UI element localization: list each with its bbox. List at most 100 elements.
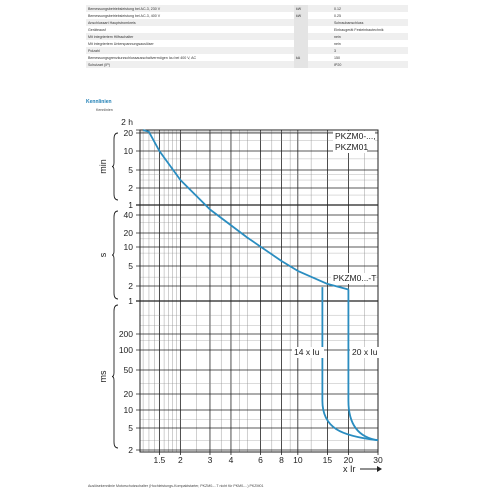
spec-blank (230, 47, 294, 54)
y-group-label: ms (98, 370, 108, 382)
spec-value: 3 (332, 47, 408, 54)
x-tick-label: 10 (293, 455, 303, 465)
spec-unit (294, 19, 308, 26)
spec-label: Schutzart (IP) (86, 61, 230, 68)
axis-group-brace (111, 304, 119, 449)
spec-value: IP20 (332, 61, 408, 68)
y-tick-label: 20 (124, 389, 134, 399)
x-tick-label: 1.5 (153, 455, 165, 465)
spec-table: Bemessungsbetriebsleistung bei AC-3, 230… (86, 5, 408, 68)
series-20xiu (347, 289, 379, 442)
chart-annotation: 20 x Iu (352, 347, 378, 357)
spec-unit (294, 47, 308, 54)
x-axis-label: x Ir (343, 464, 356, 474)
spec-unit (294, 61, 308, 68)
spec-sep (308, 19, 332, 26)
spec-row: Bemessungsbetriebsleistung bei AC-3, 400… (86, 12, 408, 19)
y-tick-label: 200 (119, 329, 133, 339)
spec-blank (230, 61, 294, 68)
axis-group-brace (111, 210, 119, 300)
x-axis-arrowhead (377, 466, 382, 472)
y-tick-label: 2 (128, 281, 133, 291)
y-tick-label: 20 (124, 228, 134, 238)
spec-unit: kA (294, 54, 308, 61)
spec-sep (308, 33, 332, 40)
y-tick-label: 40 (124, 210, 134, 220)
y-tick-label: 20 (124, 128, 134, 138)
spec-row: Anschlussart Hauptstromkreis Schraubansch… (86, 19, 408, 26)
y-tick-label: 50 (124, 365, 134, 375)
y-tick-label: 2 (128, 183, 133, 193)
y-tick-label: 10 (124, 405, 134, 415)
x-tick-label: 2 (178, 455, 183, 465)
y-tick-label: 10 (124, 242, 134, 252)
spec-label: Bemessungsbetriebsleistung bei AC-3, 400… (88, 13, 161, 18)
annotation-bg (350, 347, 380, 358)
spec-unit: kW (294, 12, 308, 19)
spec-label: Polzahl (86, 47, 230, 54)
footer-caption: Auslösekennlinie Motorschutzschalter (Ho… (88, 484, 264, 488)
x-tick-label: 20 (344, 455, 354, 465)
spec-blank (230, 5, 294, 12)
y-tick-label: 5 (128, 423, 133, 433)
x-tick-label: 6 (258, 455, 263, 465)
y-tick-label: 5 (128, 165, 133, 175)
series-thermal-curve (142, 129, 349, 291)
spec-label: Bemessungsgrenzkurzschlussausschaltvermö… (88, 55, 197, 60)
y-tick-label: 100 (119, 345, 133, 355)
spec-value: 0.12 (332, 5, 408, 12)
annotation-bg (331, 273, 375, 284)
spec-row: Polzahl 3 (86, 47, 408, 54)
y-tick-label: 2 h (121, 117, 133, 127)
y-tick-label: 2 (128, 445, 133, 455)
spec-blank (230, 19, 294, 26)
series-14xiu (321, 287, 379, 442)
spec-label: Bemessungsbetriebsleistung bei AC-3, 230… (86, 5, 230, 12)
spec-value: Einbaugerät Festeinbautechnik (334, 27, 384, 32)
y-tick-label: 5 (128, 261, 133, 271)
x-tick-label: 30 (373, 455, 383, 465)
x-tick-label: 8 (279, 455, 284, 465)
annotation-bg (292, 347, 324, 358)
section-subtitle: Kennlinien (96, 108, 113, 112)
spec-blank (230, 33, 294, 40)
y-group-label: min (98, 159, 108, 174)
spec-sep (308, 61, 332, 68)
spec-unit (294, 40, 308, 47)
spec-row: Bemessungsbetriebsleistung bei AC-3, 230… (86, 5, 408, 12)
plot-frame (139, 129, 379, 453)
chart-annotation: PKZM0...-T (333, 273, 376, 283)
x-tick-label: 3 (208, 455, 213, 465)
section-title: Kennlinien (86, 99, 112, 105)
y-tick-label: 1 (128, 200, 133, 210)
y-tick-label: 1 (128, 296, 133, 306)
spec-unit (294, 33, 308, 40)
spec-label: Geräteausf (88, 27, 106, 32)
spec-row: Mit integriertem Unterspannungsauslöser n… (86, 40, 408, 47)
spec-unit: kW (294, 5, 308, 12)
annotation-bg (333, 142, 367, 153)
spec-sep (308, 47, 332, 54)
spec-value: nein (332, 33, 408, 40)
x-tick-label: 4 (229, 455, 234, 465)
spec-value: Schraubanschluss (332, 19, 408, 26)
spec-unit (294, 26, 308, 33)
spec-label: Mit integriertem Unterspannungsauslöser (88, 41, 154, 46)
spec-sep (308, 5, 332, 12)
spec-row: Schutzart (IP) IP20 (86, 61, 408, 68)
spec-row: Mit integriertem Hilfsschalter nein (86, 33, 408, 40)
spec-row: Bemessungsgrenzkurzschlussausschaltvermö… (86, 54, 408, 61)
y-group-label: s (98, 252, 108, 257)
spec-value: nein (334, 41, 341, 46)
spec-label: Anschlussart Hauptstromkreis (86, 19, 230, 26)
chart-annotation: 14 x Iu (294, 347, 320, 357)
spec-value: 150 (334, 55, 340, 60)
spec-row: Geräteausf Einbaugerät Festeinbautechnik (86, 26, 408, 33)
chart-annotation: PKZM0-..., (335, 131, 376, 141)
spec-label: Mit integriertem Hilfsschalter (86, 33, 230, 40)
y-tick-label: 10 (124, 146, 134, 156)
annotation-bg (333, 131, 375, 142)
axis-group-brace (111, 132, 119, 201)
spec-value: 0.25 (334, 13, 341, 18)
